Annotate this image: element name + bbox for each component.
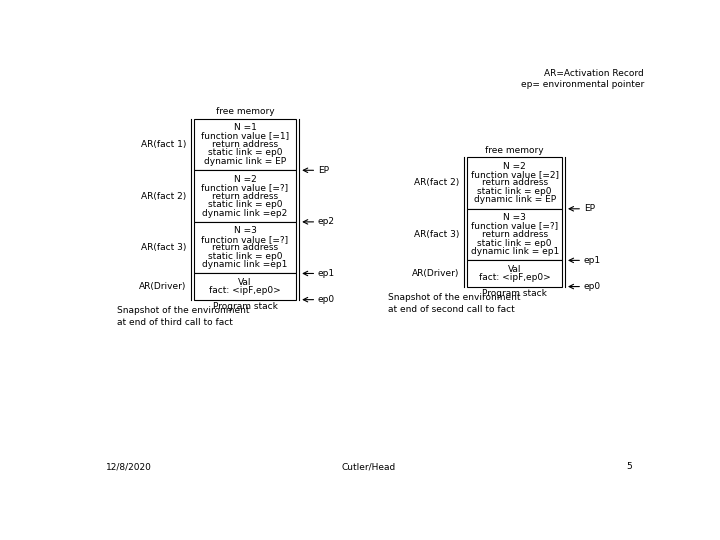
Bar [194,170,296,222]
Text: AR=Activation Record
ep= environmental pointer: AR=Activation Record ep= environmental p… [521,69,644,90]
Text: AR(fact 2): AR(fact 2) [141,192,186,200]
Text: ep1: ep1 [584,256,600,265]
Text: return address: return address [482,179,548,187]
Text: N =3: N =3 [233,226,256,235]
Text: function value [=?]: function value [=?] [202,235,289,244]
Bar [194,119,296,170]
Text: dynamic link = EP: dynamic link = EP [474,195,556,205]
Text: Program stack: Program stack [212,302,277,311]
Bar [467,157,562,209]
Text: function value [=2]: function value [=2] [471,170,559,179]
Text: dynamic link = ep1: dynamic link = ep1 [471,247,559,256]
Text: AR(fact 3): AR(fact 3) [414,230,459,239]
Text: return address: return address [212,192,278,200]
Text: Val: Val [508,265,521,274]
Text: return address: return address [482,230,548,239]
Text: AR(fact 1): AR(fact 1) [140,140,186,149]
Text: EP: EP [318,166,329,175]
Text: AR(fact 2): AR(fact 2) [415,179,459,187]
Text: static link = ep0: static link = ep0 [208,200,282,209]
Text: ep2: ep2 [318,218,335,226]
Text: N =2: N =2 [503,161,526,171]
Text: 12/8/2020: 12/8/2020 [106,462,151,471]
Bar [467,260,562,287]
Text: free memory: free memory [216,107,274,117]
Text: Snapshot of the environment
at end of second call to fact: Snapshot of the environment at end of se… [388,293,521,314]
Text: free memory: free memory [485,146,544,155]
Text: fact: <ipF,ep0>: fact: <ipF,ep0> [209,286,281,295]
Bar [194,273,296,300]
Text: AR(Driver): AR(Driver) [139,282,186,291]
Text: static link = ep0: static link = ep0 [208,252,282,261]
Text: function value [=1]: function value [=1] [201,132,289,140]
Bar [194,222,296,273]
Text: dynamic link = EP: dynamic link = EP [204,157,286,166]
Text: static link = ep0: static link = ep0 [477,239,552,247]
Text: N =3: N =3 [503,213,526,222]
Text: dynamic link =ep2: dynamic link =ep2 [202,208,287,218]
Text: ep0: ep0 [584,282,600,291]
Text: N =2: N =2 [233,174,256,184]
Text: 5: 5 [626,462,632,471]
Text: fact: <ipF,ep0>: fact: <ipF,ep0> [479,273,551,282]
Text: ep0: ep0 [318,295,335,304]
Text: Program stack: Program stack [482,289,547,298]
Text: ep1: ep1 [318,269,335,278]
Text: N =1: N =1 [233,123,256,132]
Text: static link = ep0: static link = ep0 [477,187,552,196]
Text: Val: Val [238,278,252,287]
Text: AR(Driver): AR(Driver) [413,269,459,278]
Text: return address: return address [212,140,278,149]
Text: EP: EP [584,204,595,213]
Text: static link = ep0: static link = ep0 [208,148,282,158]
Text: AR(fact 3): AR(fact 3) [140,243,186,252]
Text: return address: return address [212,243,278,252]
Text: function value [=?]: function value [=?] [202,183,289,192]
Bar [467,209,562,260]
Text: Cutler/Head: Cutler/Head [342,462,396,471]
Text: dynamic link =ep1: dynamic link =ep1 [202,260,288,269]
Text: function value [=?]: function value [=?] [471,221,558,231]
Text: Snapshot of the environment
at end of third call to fact: Snapshot of the environment at end of th… [117,306,250,327]
